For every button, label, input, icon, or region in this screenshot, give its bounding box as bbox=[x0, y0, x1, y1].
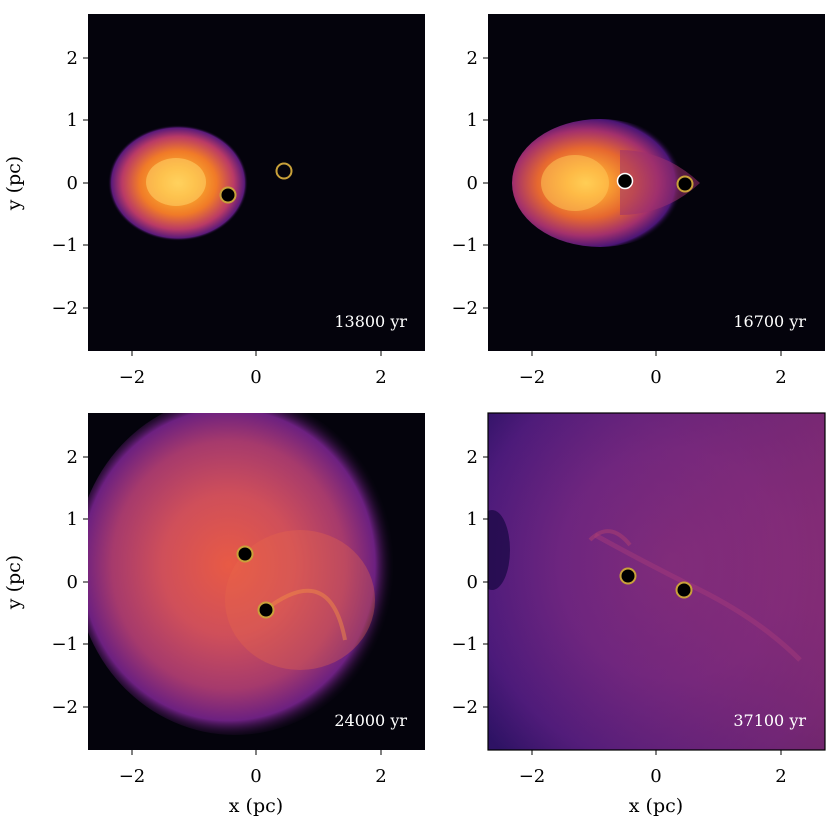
x-tick-label: 0 bbox=[650, 766, 661, 787]
y-tick-label: −1 bbox=[451, 235, 478, 256]
y-tick-label: −1 bbox=[51, 634, 78, 655]
x-tick-label: 0 bbox=[650, 367, 661, 388]
y-axis-label: y (pc) bbox=[3, 156, 25, 211]
x-axis-label: x (pc) bbox=[229, 795, 283, 817]
dark-cavity bbox=[488, 510, 510, 590]
y-tick-label: 1 bbox=[467, 110, 478, 131]
nebula-arc bbox=[263, 588, 347, 641]
star-marker bbox=[275, 162, 293, 180]
x-axis: −2 0 2 bbox=[519, 351, 787, 388]
y-tick-label: −2 bbox=[451, 697, 478, 718]
x-axis: −2 0 2 x (pc) bbox=[519, 750, 787, 817]
star-marker bbox=[219, 186, 237, 204]
star-marker bbox=[675, 581, 693, 599]
y-tick-label: −1 bbox=[51, 235, 78, 256]
panel-top-right: 16700 yr 2 1 0 −1 −2 −2 0 2 bbox=[451, 14, 825, 388]
x-tick-label: 2 bbox=[375, 367, 386, 388]
nebula-emission bbox=[88, 413, 395, 735]
y-axis: 2 1 0 −1 −2 y (pc) bbox=[3, 447, 88, 718]
x-tick-label: 2 bbox=[775, 766, 786, 787]
y-tick-label: −1 bbox=[451, 634, 478, 655]
nebula-core bbox=[146, 158, 206, 206]
y-axis: 2 1 0 −1 −2 y (pc) bbox=[3, 48, 88, 319]
x-tick-label: 0 bbox=[250, 367, 261, 388]
y-axis: 2 1 0 −1 −2 bbox=[451, 48, 488, 319]
time-label: 37100 yr bbox=[733, 711, 806, 730]
y-tick-label: 0 bbox=[467, 572, 478, 593]
y-tick-label: 0 bbox=[67, 572, 78, 593]
nebula-core bbox=[541, 155, 609, 211]
nebula-wisp bbox=[588, 529, 632, 547]
y-tick-label: −2 bbox=[451, 298, 478, 319]
y-tick-label: −2 bbox=[51, 298, 78, 319]
star-marker bbox=[616, 172, 634, 190]
x-tick-label: −2 bbox=[519, 367, 546, 388]
time-label: 24000 yr bbox=[334, 711, 407, 730]
x-tick-label: −2 bbox=[119, 766, 146, 787]
y-tick-label: 1 bbox=[67, 110, 78, 131]
star-marker bbox=[257, 601, 275, 619]
star-marker bbox=[619, 567, 637, 585]
y-axis: 2 1 0 −1 −2 bbox=[451, 447, 488, 718]
x-axis-label: x (pc) bbox=[629, 795, 683, 817]
y-tick-label: 0 bbox=[467, 173, 478, 194]
y-tick-label: 2 bbox=[467, 48, 478, 69]
y-tick-label: 2 bbox=[67, 48, 78, 69]
time-label: 16700 yr bbox=[733, 312, 806, 331]
star-marker bbox=[676, 175, 694, 193]
time-label: 13800 yr bbox=[334, 312, 407, 331]
y-axis-label: y (pc) bbox=[3, 555, 25, 610]
nebula-glow bbox=[488, 413, 825, 750]
y-tick-label: 0 bbox=[67, 173, 78, 194]
panel-top-left: 13800 yr 2 1 0 −1 −2 y (pc) −2 0 2 bbox=[3, 14, 425, 388]
y-tick-label: −2 bbox=[51, 697, 78, 718]
panel-bottom-left: 24000 yr 2 1 0 −1 −2 y (pc) −2 0 2 x (pc… bbox=[3, 413, 425, 817]
x-axis: −2 0 2 x (pc) bbox=[119, 750, 387, 817]
nebula-arc bbox=[593, 532, 802, 662]
panel-bottom-right: 37100 yr 2 1 0 −1 −2 −2 0 2 x (pc) bbox=[451, 412, 826, 817]
nebula-shell bbox=[225, 530, 375, 670]
star-marker bbox=[236, 545, 254, 563]
x-tick-label: 2 bbox=[775, 367, 786, 388]
x-tick-label: −2 bbox=[519, 766, 546, 787]
y-tick-label: 2 bbox=[67, 447, 78, 468]
y-tick-label: 1 bbox=[67, 509, 78, 530]
x-tick-label: 0 bbox=[250, 766, 261, 787]
x-tick-label: 2 bbox=[375, 766, 386, 787]
x-axis: −2 0 2 bbox=[119, 351, 387, 388]
y-tick-label: 1 bbox=[467, 509, 478, 530]
nebula-plume bbox=[620, 150, 700, 215]
y-tick-label: 2 bbox=[467, 447, 478, 468]
x-tick-label: −2 bbox=[119, 367, 146, 388]
